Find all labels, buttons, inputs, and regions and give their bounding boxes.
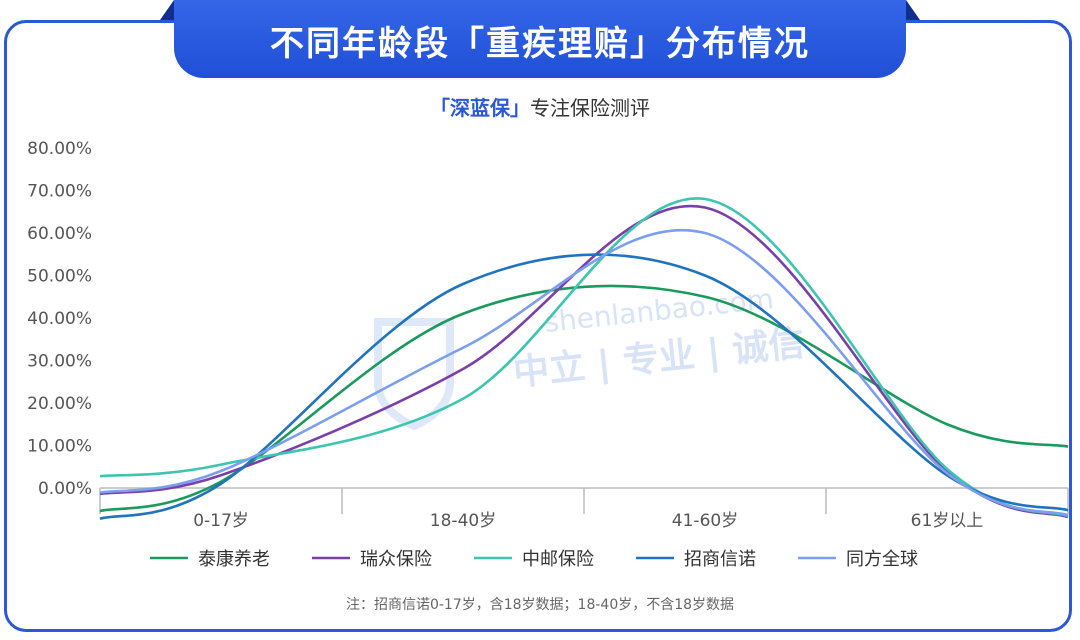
y-tick-label: 20.00% [27,394,92,414]
y-tick-label: 80.00% [27,139,92,159]
x-tick-label: 18-40岁 [430,511,496,531]
x-tick-label: 61岁以上 [911,511,984,531]
y-tick-label: 30.00% [27,352,92,372]
legend-label: 招商信诺 [684,549,756,570]
y-tick-label: 40.00% [27,309,92,329]
y-tick-label: 0.00% [38,479,92,499]
subtitle-brand: 「深蓝保」 [430,96,530,120]
legend-label: 瑞众保险 [360,549,432,570]
shield-icon [374,318,454,431]
y-tick-label: 50.00% [27,267,92,287]
series-group [99,197,1069,520]
footnote: 注：招商信诺0-17岁，含18岁数据；18-40岁，不含18岁数据 [345,597,735,613]
y-tick-label: 10.00% [27,437,92,457]
legend-label: 中邮保险 [522,549,594,570]
x-tick-label: 0-17岁 [193,511,249,531]
chart-title: 不同年龄段「重疾理赔」分布情况 [270,24,810,64]
series-line [99,253,1069,520]
chart-subtitle: 「深蓝保」专注保险测评 [0,92,1080,121]
legend: 泰康养老 瑞众保险 中邮保险 招商信诺 同方全球 [150,549,918,570]
y-axis: 0.00% 10.00% 20.00% 30.00% 40.00% 50.00% 60.00… [27,139,92,499]
legend-label: 同方全球 [846,549,918,570]
series-line [99,228,1069,517]
x-axis: 0-17岁 18-40岁 41-60岁 61岁以上 [99,487,1069,531]
title-banner: 不同年龄段「重疾理赔」分布情况 [160,0,920,78]
subtitle-text: 专注保险测评 [530,96,650,120]
y-tick-label: 60.00% [27,224,92,244]
legend-label: 泰康养老 [198,549,270,570]
chart-frame [4,20,1072,632]
y-tick-label: 70.00% [27,182,92,202]
series-line [99,197,1069,518]
x-tick-label: 41-60岁 [672,511,738,531]
series-line [99,204,1069,519]
